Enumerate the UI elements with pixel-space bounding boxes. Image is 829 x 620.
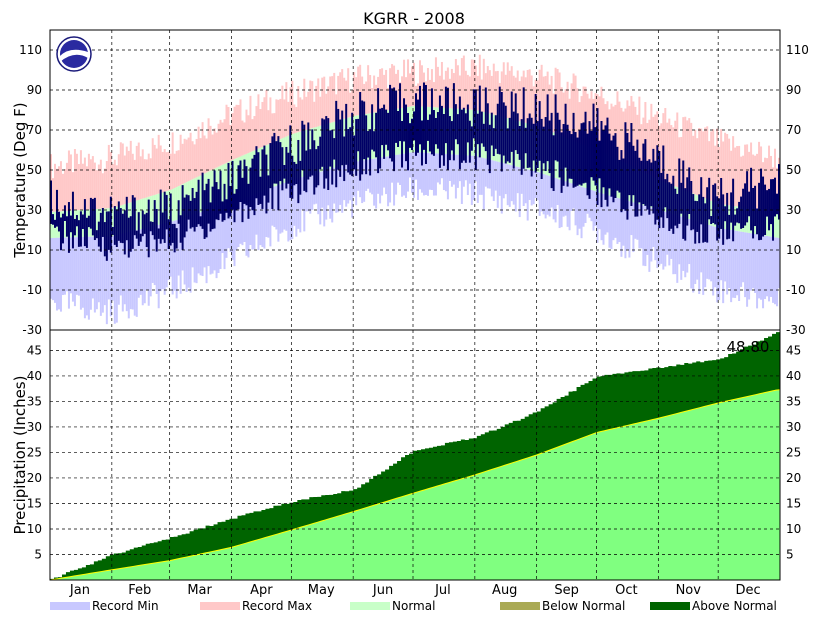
y-tick-label-left: 25	[27, 445, 42, 459]
y-tick-label-right: 10	[786, 243, 801, 257]
y-tick-label-right: 15	[786, 496, 801, 510]
x-tick-label: Mar	[187, 583, 212, 598]
x-tick-label: Jan	[69, 583, 90, 598]
precipitation-panel: 45 45 40 40 35 35 30 30 25 25 20 20 15 15 10 10 5 5	[27, 332, 801, 581]
x-tick-label: Sep	[554, 583, 579, 598]
y-tick-label-right: 10	[786, 522, 801, 536]
legend-record-min: Record Min	[50, 598, 159, 614]
y-tick-label-right: 50	[786, 163, 801, 177]
y-tick-label-left: 10	[27, 243, 42, 257]
y-tick-label-left: 30	[27, 203, 42, 217]
precipitation-axis-label: Precipitation (Inches)	[11, 376, 29, 535]
y-tick-label-right: 5	[786, 547, 794, 561]
y-tick-label-right: -10	[786, 283, 806, 297]
y-tick-label-left: 20	[27, 471, 42, 485]
legend-swatch	[50, 602, 90, 610]
legend-label: Record Max	[242, 599, 313, 613]
x-tick-label: Feb	[128, 583, 151, 598]
x-tick-label: Apr	[250, 583, 273, 598]
legend-label: Record Min	[92, 599, 159, 613]
y-tick-label-right: -30	[786, 323, 806, 337]
noaa-logo-icon	[56, 36, 92, 72]
x-tick-label: Jun	[372, 583, 393, 598]
x-tick-label: Nov	[676, 583, 702, 598]
normal-precip-line	[49, 389, 781, 581]
y-tick-label-right: 40	[786, 369, 801, 383]
y-tick-label-right: 45	[786, 343, 801, 357]
y-tick-label-right: 90	[786, 83, 801, 97]
legend-swatch	[650, 602, 690, 610]
legend-label: Above Normal	[692, 599, 777, 613]
legend-below-normal: Below Normal	[500, 598, 625, 614]
y-tick-label-left: 110	[19, 43, 42, 57]
y-tick-label-left: 45	[27, 343, 42, 357]
y-tick-label-right: 70	[786, 123, 801, 137]
y-tick-label-left: 40	[27, 369, 42, 383]
precipitation-frame	[49, 329, 781, 581]
legend-label: Below Normal	[542, 599, 626, 613]
legend-swatch	[200, 602, 240, 610]
temperature-axis-label: Temperature (Deg F)	[11, 102, 29, 258]
y-tick-label-left: 30	[27, 420, 42, 434]
y-tick-label-right: 35	[786, 394, 801, 408]
temperature-panel: 110 110 90 90 70 70 50 50 30 30 10 10 -10 -10 -30 -30	[19, 43, 809, 337]
y-tick-label-left: 15	[27, 496, 42, 510]
x-tick-label: Jul	[434, 583, 451, 598]
x-tick-label: Aug	[492, 583, 517, 598]
x-tick-label: May	[308, 583, 335, 598]
x-tick-label: Dec	[736, 583, 761, 598]
y-tick-label-right: 30	[786, 420, 801, 434]
legend-above-normal: Above Normal	[650, 598, 777, 614]
total-precip-label: 48.80	[727, 338, 770, 356]
y-tick-label-left: -30	[22, 323, 42, 337]
y-tick-label-left: -10	[22, 283, 42, 297]
normal-precip-area	[50, 389, 780, 580]
y-tick-label-right: 110	[786, 43, 809, 57]
y-tick-label-left: 10	[27, 522, 42, 536]
legend-normal: Normal	[350, 598, 435, 614]
legend-swatch	[350, 602, 390, 610]
y-tick-label-right: 30	[786, 203, 801, 217]
y-tick-label-left: 90	[27, 83, 42, 97]
y-tick-label-left: 35	[27, 394, 42, 408]
x-tick-label: Oct	[615, 583, 637, 598]
y-tick-label-right: 25	[786, 445, 801, 459]
legend-label: Normal	[392, 599, 436, 613]
legend-swatch	[500, 602, 540, 610]
y-tick-label-right: 20	[786, 471, 801, 485]
y-tick-label-left: 70	[27, 123, 42, 137]
chart-title: KGRR - 2008	[363, 9, 465, 28]
y-tick-label-left: 5	[34, 547, 42, 561]
y-tick-label-left: 50	[27, 163, 42, 177]
legend-record-max: Record Max	[200, 598, 312, 614]
